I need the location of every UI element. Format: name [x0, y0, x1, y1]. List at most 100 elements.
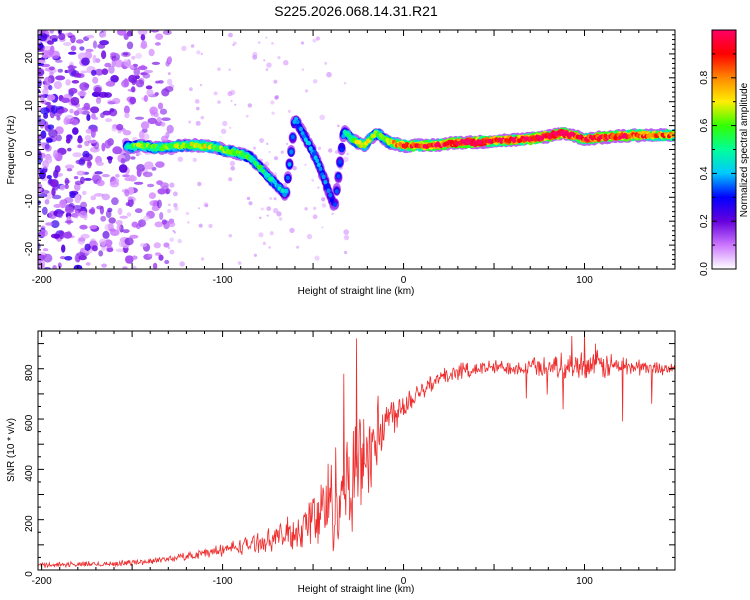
- y-tick-label: 20: [24, 52, 35, 64]
- noise-cell: [142, 171, 153, 178]
- noise-cell: [169, 237, 174, 242]
- noise-cell: [87, 139, 97, 144]
- noise-cell: [86, 34, 95, 39]
- noise-cell: [39, 120, 45, 129]
- noise-cell: [265, 68, 269, 71]
- noise-cell: [268, 246, 271, 249]
- noise-cell: [42, 248, 49, 252]
- noise-cell: [87, 161, 92, 166]
- noise-cell: [31, 125, 37, 130]
- noise-cell: [128, 196, 133, 201]
- noise-cell: [31, 160, 36, 168]
- noise-cell: [123, 59, 130, 67]
- ridge-cell: [285, 175, 290, 181]
- noise-cell: [343, 229, 350, 235]
- noise-cell: [135, 52, 143, 59]
- noise-cell: [44, 199, 50, 205]
- noise-cell: [50, 50, 61, 59]
- noise-cell: [106, 247, 114, 252]
- noise-cell: [195, 120, 201, 126]
- noise-cell: [169, 249, 175, 255]
- noise-cell: [196, 50, 201, 55]
- noise-cell: [81, 57, 90, 66]
- noise-cell: [45, 222, 53, 226]
- noise-cell: [38, 70, 39, 75]
- ridge-cell: [318, 166, 323, 172]
- noise-cell: [159, 212, 164, 220]
- noise-cell: [312, 214, 318, 220]
- noise-cell: [289, 227, 295, 234]
- noise-cell: [274, 95, 279, 100]
- noise-cell: [271, 42, 274, 45]
- noise-cell: [85, 262, 91, 266]
- noise-cell: [49, 179, 59, 188]
- noise-cell: [123, 33, 129, 40]
- noise-cell: [74, 210, 79, 219]
- noise-cell: [38, 151, 43, 159]
- noise-cell: [160, 121, 166, 127]
- noise-cell: [80, 110, 90, 115]
- ridge-cell: [333, 202, 338, 207]
- noise-cell: [131, 55, 136, 60]
- noise-cell: [300, 41, 305, 45]
- noise-cell: [324, 61, 328, 65]
- noise-cell: [127, 198, 134, 208]
- noise-cell: [41, 206, 48, 215]
- noise-cell: [79, 82, 90, 91]
- noise-cell: [101, 263, 107, 268]
- noise-cell: [104, 62, 112, 68]
- noise-cell: [99, 32, 107, 38]
- ridge-cell: [326, 188, 331, 194]
- noise-cell: [177, 238, 182, 244]
- noise-cell: [84, 140, 90, 147]
- noise-cell: [167, 246, 171, 250]
- noise-cell: [64, 114, 75, 123]
- noise-cell: [199, 83, 203, 87]
- ridge-cell: [312, 151, 316, 156]
- noise-cell: [148, 192, 156, 200]
- noise-cell: [142, 72, 151, 79]
- noise-cell: [187, 221, 190, 224]
- noise-cell: [73, 110, 80, 116]
- noise-cell: [287, 109, 291, 113]
- noise-cell: [247, 103, 252, 108]
- noise-cell: [74, 194, 81, 204]
- noise-cell: [154, 42, 161, 46]
- noise-cell: [143, 215, 151, 221]
- noise-cell: [328, 148, 333, 153]
- noise-cell: [133, 67, 141, 77]
- noise-cell: [174, 206, 179, 211]
- noise-cell: [151, 61, 161, 65]
- noise-cell: [129, 234, 139, 239]
- colorbar-tick-label: 0.8: [699, 70, 710, 84]
- noise-cell: [144, 161, 154, 170]
- noise-cell: [268, 151, 271, 153]
- noise-cell: [131, 86, 136, 93]
- noise-cell: [44, 144, 52, 152]
- noise-cell: [61, 244, 66, 253]
- ridge-cell: [341, 134, 346, 139]
- noise-cell: [68, 87, 78, 94]
- noise-cell: [93, 116, 99, 121]
- noise-cell: [83, 177, 92, 181]
- noise-cell: [135, 79, 145, 88]
- noise-cell: [91, 69, 97, 76]
- noise-cell: [259, 216, 262, 220]
- noise-cell: [80, 176, 85, 184]
- noise-cell: [273, 79, 278, 84]
- noise-cell: [65, 32, 74, 37]
- noise-cell: [136, 168, 142, 178]
- noise-cell: [276, 211, 282, 217]
- noise-cell: [262, 241, 266, 245]
- noise-cell: [337, 124, 340, 128]
- noise-cell: [66, 168, 73, 172]
- noise-cell: [53, 169, 59, 179]
- noise-cell: [133, 181, 144, 185]
- noise-cell: [147, 253, 153, 258]
- noise-cell: [28, 43, 37, 50]
- noise-cell: [173, 191, 178, 197]
- noise-cell: [46, 94, 56, 101]
- noise-cell: [63, 197, 74, 204]
- noise-cell: [49, 71, 54, 76]
- noise-cell: [228, 68, 232, 72]
